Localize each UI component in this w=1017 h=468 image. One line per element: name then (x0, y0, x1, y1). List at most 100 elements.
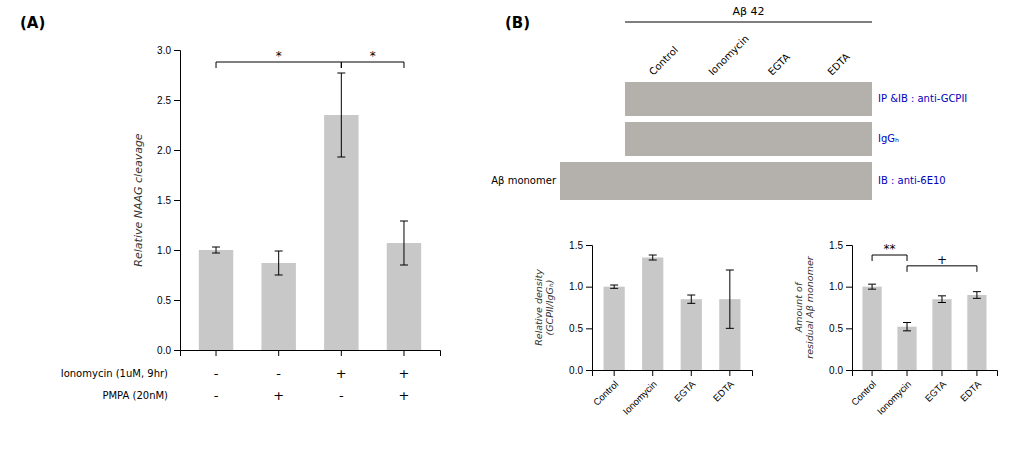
x-tick-label: EDTA (958, 378, 984, 404)
blot-row (625, 82, 872, 116)
y-tick-mark (174, 300, 180, 301)
y-axis-label-line: residual Aβ monomer (804, 255, 815, 358)
y-tick-mark (586, 370, 592, 371)
error-bar-stem (278, 251, 279, 275)
x-axis: ControlIonomycin EGTA EDTA (849, 370, 998, 417)
x-tick (341, 350, 342, 356)
error-bar-cap (610, 285, 618, 286)
x-tick: Ionomycin (875, 370, 913, 417)
error-bar-cap (868, 284, 876, 285)
error-bar (337, 73, 345, 157)
y-tick-label: 1.0 (829, 281, 843, 292)
y-tick: 0.0 (569, 365, 592, 376)
y-axis-label: Relative NAAG cleavage (132, 133, 145, 266)
condition-mark: - (276, 366, 281, 381)
x-tick (278, 350, 279, 356)
bar (862, 287, 881, 370)
error-bar-stem (976, 292, 977, 299)
y-tick-mark (846, 370, 852, 371)
y-tick-label: 1.0 (569, 281, 583, 292)
x-tick: Control (849, 370, 878, 408)
error-bar-cap (400, 265, 408, 266)
error-bar (938, 296, 946, 303)
blot-row (625, 122, 872, 156)
significance-label: * (276, 49, 282, 63)
condition-mark: - (214, 388, 219, 403)
condition-mark: + (273, 388, 284, 403)
error-bar-cap (726, 328, 734, 329)
error-bar (726, 270, 734, 328)
error-bar-cap (400, 221, 408, 222)
y-tick: 1.0 (569, 281, 592, 292)
condition-mark: - (339, 388, 344, 403)
y-axis: 0.00.51.01.52.02.53.0 (157, 45, 180, 356)
error-bar-stem (341, 73, 342, 157)
y-tick-mark (174, 200, 180, 201)
x-tick-mark (976, 370, 977, 376)
x-tick-label: Ionomycin (875, 378, 913, 416)
y-tick-label: 1.5 (829, 240, 843, 251)
condition-row-label: Ionomycin (1uM, 9hr) (61, 368, 168, 379)
y-tick-mark (846, 287, 852, 288)
bar (199, 250, 233, 350)
condition-row-label: PMPA (20nM) (102, 390, 168, 401)
error-bar (973, 292, 981, 299)
y-axis-line (586, 246, 593, 371)
error-bar-cap (275, 251, 283, 252)
y-axis-label-line: (GCPII/IgGₕ) (544, 280, 555, 336)
error-bar-cap (903, 322, 911, 323)
y-axis: 0.00.51.01.5 (569, 240, 592, 376)
x-tick-mark (614, 370, 615, 376)
x-axis-line (853, 371, 998, 377)
y-tick-mark (586, 328, 592, 329)
error-bar-cap (212, 253, 220, 254)
x-tick-mark (941, 370, 942, 376)
error-bar-cap (868, 289, 876, 290)
error-bar (610, 285, 618, 288)
error-bar-stem (691, 295, 692, 303)
x-tick: EGTA (923, 370, 949, 404)
blot-row-label: IP &IB : anti-GCPII (878, 93, 967, 104)
y-tick: 1.5 (569, 240, 592, 251)
x-axis-line (593, 371, 753, 377)
y-tick-label: 0.0 (157, 345, 171, 356)
error-bar-cap (938, 295, 946, 296)
y-tick-mark (174, 150, 180, 151)
y-axis-label: Amount ofresidual Aβ monomer (793, 255, 815, 358)
x-tick: EGTA (672, 370, 698, 404)
error-bar-cap (687, 303, 695, 304)
plot-area (604, 255, 741, 370)
y-tick-mark (174, 100, 180, 101)
bar (967, 295, 986, 370)
blot-header-line (625, 22, 872, 23)
error-bar-cap (649, 260, 657, 261)
y-axis-line (174, 51, 181, 351)
error-bar-cap (903, 330, 911, 331)
y-tick-label: 1.0 (157, 245, 171, 256)
y-tick: 2.5 (157, 95, 180, 106)
condition-mark: + (399, 366, 410, 381)
y-axis-label-line: Relative density (533, 269, 544, 346)
x-tick-label: EGTA (672, 378, 698, 404)
y-tick-mark (846, 328, 852, 329)
y-tick-label: 2.5 (157, 95, 171, 106)
x-tick (216, 350, 217, 356)
blot: Aβ 42ControlIonomycinEGTAEDTAIP &IB : an… (491, 5, 967, 200)
x-axis (181, 350, 441, 356)
y-tick: 1.5 (829, 240, 852, 251)
y-tick-mark (846, 245, 852, 246)
bar-chart: 0.00.51.01.52.02.53.0Relative NAAG cleav… (61, 45, 441, 403)
x-tick: EDTA (711, 370, 737, 404)
error-bar (212, 247, 220, 253)
error-bar (868, 284, 876, 289)
x-tick: Control (591, 370, 620, 408)
blot-row-label: IgGₕ (878, 133, 899, 144)
x-tick-label: Control (591, 378, 620, 407)
bar (681, 299, 702, 370)
y-tick-label: 0.5 (157, 295, 171, 306)
y-axis-label: Relative density(GCPII/IgGₕ) (533, 269, 555, 346)
error-bar-cap (337, 157, 345, 158)
blot-row (560, 162, 872, 200)
y-axis: 0.00.51.01.5 (829, 240, 852, 376)
y-tick-label: 0.0 (829, 365, 843, 376)
